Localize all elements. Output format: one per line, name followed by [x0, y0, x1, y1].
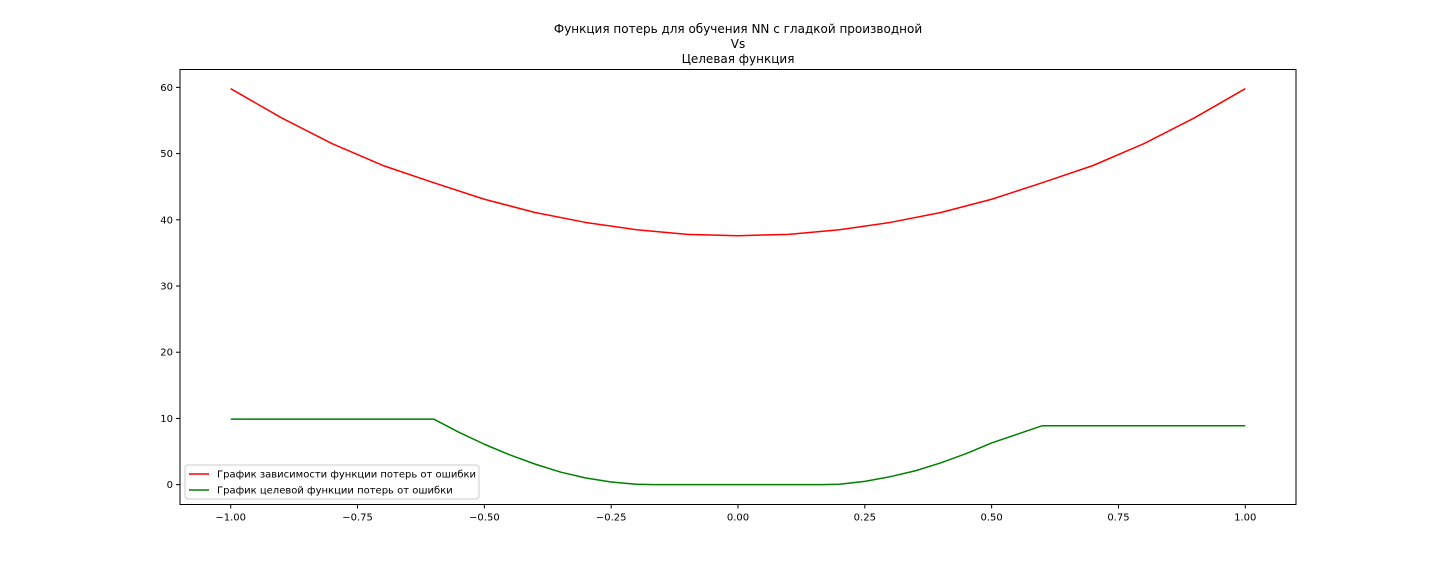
x-tick-label: 0.75 — [1107, 513, 1129, 524]
chart-title-line-3: Целевая функция — [682, 52, 795, 66]
legend: График зависимости функции потерь от оши… — [184, 464, 480, 500]
legend-label-1: График зависимости функции потерь от оши… — [217, 470, 476, 481]
y-tick-label: 0 — [167, 480, 173, 491]
x-tick-label: 1.00 — [1234, 513, 1256, 524]
y-tick-label: 60 — [160, 83, 173, 94]
x-tick-label: −1.00 — [215, 513, 246, 524]
legend-label-2: График целевой функции потерь от ошибки — [217, 486, 453, 497]
y-tick-label: 30 — [160, 282, 173, 293]
series-group — [230, 88, 1246, 486]
x-tick-label: −0.50 — [469, 513, 500, 524]
series-line-1 — [230, 88, 1246, 237]
chart-title-line-1: Функция потерь для обучения NN с гладкой… — [554, 22, 922, 36]
plot-area-frame — [179, 69, 1297, 505]
x-tick-label: 0.50 — [981, 513, 1003, 524]
y-tick-label: 40 — [160, 215, 173, 226]
y-axis: 0 10 20 30 40 50 60 — [160, 83, 180, 491]
x-tick-label: 0.00 — [727, 513, 749, 524]
x-axis: −1.00 −0.75 −0.50 −0.25 0.00 0.25 0.50 0.75 1.00 — [215, 504, 1256, 524]
y-tick-label: 10 — [160, 414, 173, 425]
chart-title-line-2: Vs — [731, 37, 745, 51]
chart-title: Функция потерь для обучения NN с гладкой… — [554, 22, 922, 66]
series-line-2 — [230, 418, 1246, 486]
y-tick-label: 20 — [160, 348, 173, 359]
y-tick-label: 50 — [160, 149, 173, 160]
x-tick-label: −0.75 — [342, 513, 373, 524]
legend-box — [184, 464, 480, 500]
x-tick-label: −0.25 — [596, 513, 627, 524]
x-tick-label: 0.25 — [854, 513, 876, 524]
